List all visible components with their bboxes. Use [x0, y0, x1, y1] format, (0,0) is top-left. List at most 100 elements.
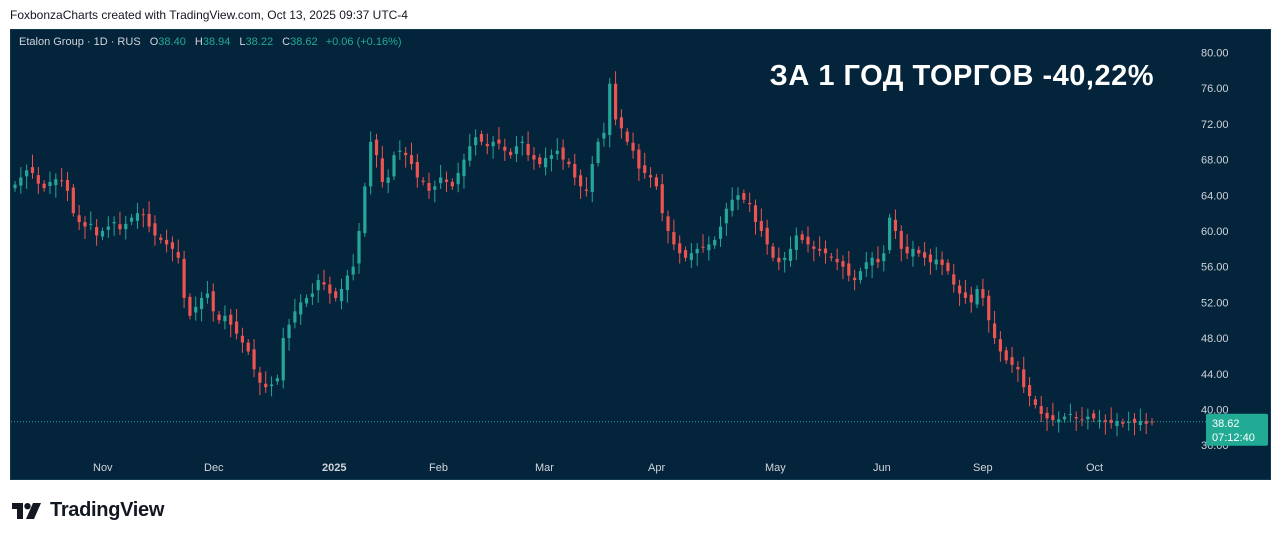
candle	[65, 171, 70, 202]
candle	[853, 269, 857, 291]
candle	[1127, 411, 1131, 431]
candle	[1103, 414, 1107, 435]
candle	[806, 226, 810, 253]
candle	[182, 250, 186, 309]
candle	[864, 251, 868, 278]
candle	[404, 147, 408, 168]
headline-annotation: ЗА 1 ГОД ТОРГОВ -40,22%	[769, 60, 1154, 92]
chart-canvas[interactable]: 80.00 76.00 72.00 68.00 64.00 60.00 56.00 52.00…	[11, 30, 1270, 479]
candle	[584, 177, 589, 197]
tradingview-logo[interactable]: TradingView	[12, 499, 164, 522]
candle	[71, 184, 75, 217]
candle	[1016, 361, 1020, 382]
low-value: 38.22	[245, 36, 274, 48]
last-price-value: 38.62	[1212, 418, 1240, 430]
price-axis: 80.00 76.00 72.00 68.00 64.00 60.00 56.00 52.00…	[1201, 47, 1229, 452]
candle	[812, 240, 816, 262]
candle	[153, 215, 157, 246]
low-label: L	[239, 36, 246, 48]
candle	[357, 222, 361, 274]
candle	[1027, 376, 1032, 407]
candle	[433, 180, 437, 203]
candle	[491, 135, 495, 159]
candle	[60, 167, 64, 187]
candle	[124, 215, 128, 240]
tradingview-logo-text: TradingView	[50, 499, 165, 521]
candle	[374, 133, 379, 168]
candle	[672, 219, 676, 251]
candle	[199, 292, 204, 322]
candle	[777, 247, 781, 271]
candle	[328, 276, 332, 304]
price-tick-label: 40.00	[1201, 404, 1229, 416]
candle	[940, 251, 944, 276]
price-tick-label: 48.00	[1201, 333, 1229, 345]
chart-panel[interactable]: 80.00 76.00 72.00 68.00 64.00 60.00 56.00 52.00…	[10, 29, 1271, 480]
price-tick-label: 44.00	[1201, 369, 1229, 381]
candle	[1045, 407, 1049, 431]
time-tick-label: 2025	[322, 462, 346, 474]
candle	[695, 243, 699, 266]
candle	[135, 202, 140, 229]
candle	[13, 181, 17, 192]
ohlc-legend: Etalon Group · 1D · RUS O38.40 H38.94 L3…	[19, 36, 402, 48]
candle	[981, 278, 985, 306]
candle	[683, 246, 688, 262]
candle	[1039, 395, 1043, 422]
candle	[130, 214, 134, 226]
candle	[106, 216, 110, 238]
candle	[269, 376, 274, 397]
candle	[287, 318, 291, 351]
candle	[946, 259, 950, 275]
candle	[19, 167, 23, 194]
candle	[724, 202, 728, 236]
candle	[398, 140, 402, 160]
candle	[917, 246, 921, 257]
high-value: 38.94	[202, 36, 231, 48]
candle	[165, 229, 169, 253]
candle	[369, 131, 373, 195]
candle	[858, 267, 863, 284]
candle	[928, 248, 933, 275]
candle	[643, 152, 647, 179]
candle	[83, 216, 87, 240]
candle	[608, 77, 612, 148]
candle	[975, 285, 979, 309]
candle	[293, 298, 297, 329]
candle	[847, 250, 851, 282]
time-tick-label: Oct	[1086, 462, 1103, 474]
candle	[479, 130, 484, 146]
candle	[794, 227, 798, 261]
candle	[888, 214, 892, 254]
candle	[456, 162, 460, 193]
price-tick-label: 76.00	[1201, 83, 1229, 95]
candle	[1109, 407, 1113, 429]
candle	[444, 171, 449, 193]
candle	[718, 216, 723, 247]
candle	[561, 139, 565, 170]
candle	[544, 147, 548, 176]
candle	[911, 240, 915, 267]
last-price-badge: 38.62 07:12:40	[1206, 413, 1268, 446]
time-axis: Nov Dec 2025 Feb Mar Apr May Jun Sep Oct	[93, 462, 1103, 474]
candle	[555, 138, 559, 160]
candle	[957, 279, 962, 306]
time-tick-label: Sep	[973, 462, 993, 474]
candle	[619, 109, 623, 139]
candle	[1092, 409, 1096, 422]
candles	[13, 71, 1154, 437]
candle	[141, 208, 145, 228]
candle	[689, 243, 693, 268]
candle	[468, 133, 472, 167]
candle	[339, 278, 344, 310]
open-label: O	[149, 36, 159, 48]
candle	[1080, 406, 1084, 426]
time-tick-label: May	[765, 462, 786, 474]
candle	[474, 129, 478, 156]
candle	[748, 192, 752, 213]
close-label: C	[282, 36, 291, 48]
candle	[439, 164, 443, 189]
candle	[386, 169, 390, 194]
candle	[707, 236, 711, 261]
price-tick-label: 56.00	[1201, 262, 1229, 274]
